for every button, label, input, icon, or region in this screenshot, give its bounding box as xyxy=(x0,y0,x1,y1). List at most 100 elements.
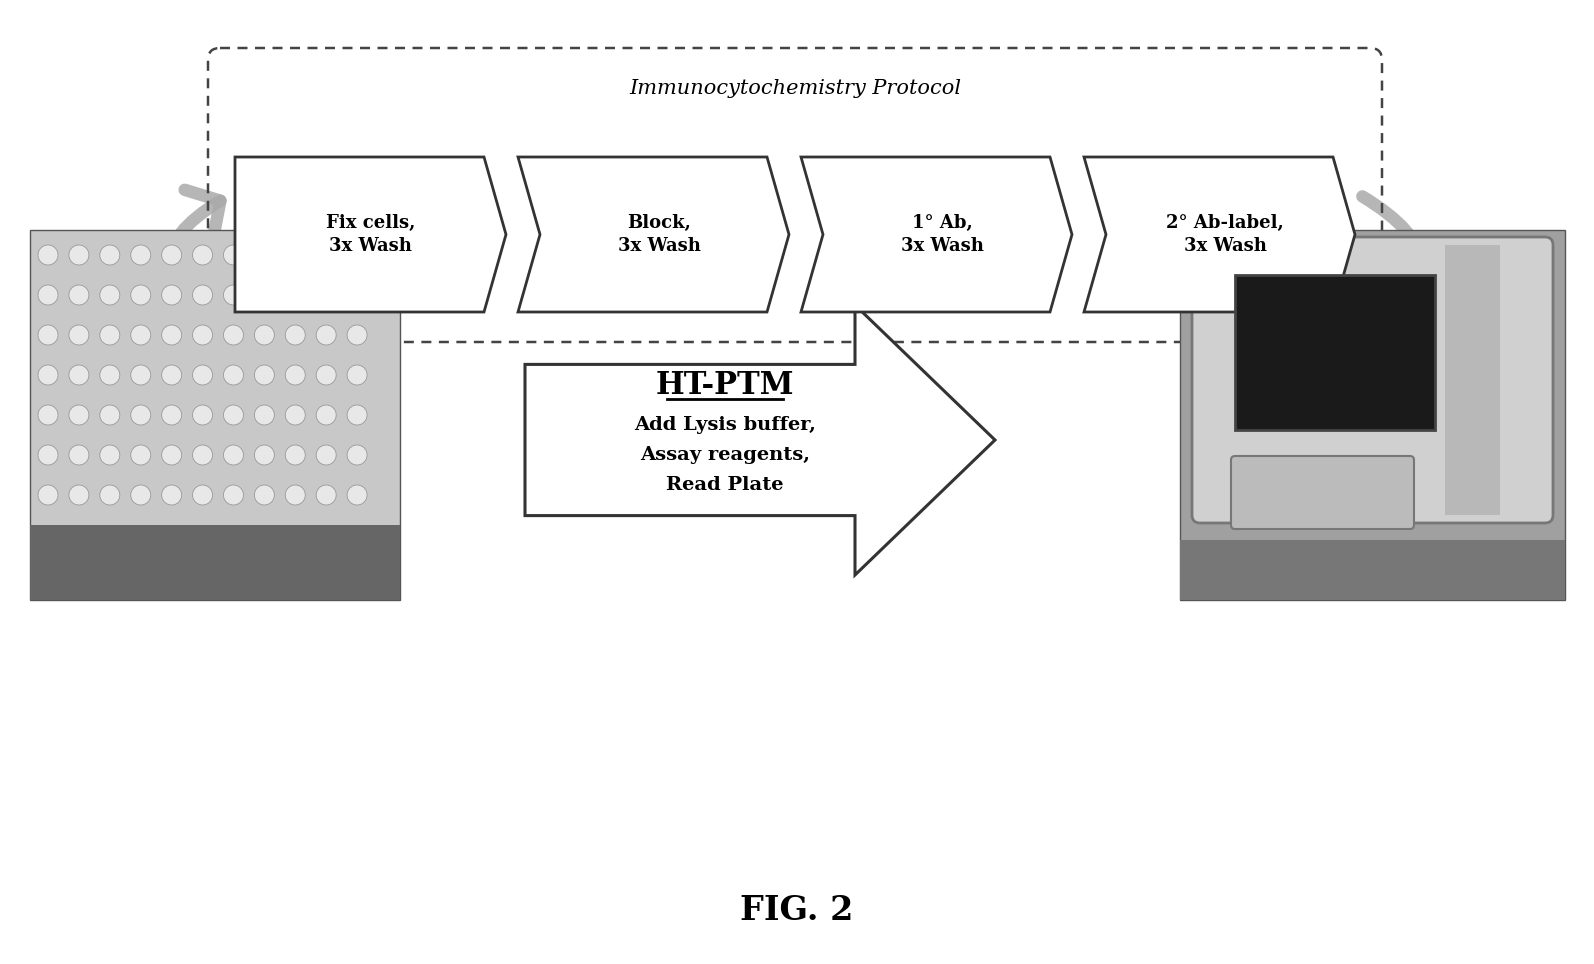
Circle shape xyxy=(255,285,274,305)
Text: Read Plate: Read Plate xyxy=(666,476,784,494)
Circle shape xyxy=(223,485,244,505)
Circle shape xyxy=(69,405,89,425)
Circle shape xyxy=(69,485,89,505)
Bar xyxy=(1235,275,1435,430)
Circle shape xyxy=(100,365,120,385)
Circle shape xyxy=(161,285,182,305)
Circle shape xyxy=(285,365,306,385)
FancyBboxPatch shape xyxy=(1192,237,1553,523)
Circle shape xyxy=(255,365,274,385)
Circle shape xyxy=(193,445,212,465)
Circle shape xyxy=(38,405,57,425)
Circle shape xyxy=(131,285,151,305)
Text: Immunocytochemistry Protocol: Immunocytochemistry Protocol xyxy=(630,78,961,97)
Circle shape xyxy=(161,325,182,345)
Polygon shape xyxy=(802,157,1073,312)
Circle shape xyxy=(38,285,57,305)
Circle shape xyxy=(285,245,306,265)
FancyArrowPatch shape xyxy=(169,190,228,334)
Circle shape xyxy=(316,325,336,345)
Circle shape xyxy=(347,485,367,505)
Text: HT-PTM: HT-PTM xyxy=(655,369,794,400)
Circle shape xyxy=(285,445,306,465)
Circle shape xyxy=(131,405,151,425)
Circle shape xyxy=(69,285,89,305)
Text: FIG. 2: FIG. 2 xyxy=(740,894,854,926)
Circle shape xyxy=(69,365,89,385)
Circle shape xyxy=(131,365,151,385)
Circle shape xyxy=(347,245,367,265)
Circle shape xyxy=(223,405,244,425)
Circle shape xyxy=(255,405,274,425)
Circle shape xyxy=(223,365,244,385)
Text: Add Lysis buffer,: Add Lysis buffer, xyxy=(634,416,816,434)
Circle shape xyxy=(161,445,182,465)
Bar xyxy=(1180,540,1565,600)
Circle shape xyxy=(38,485,57,505)
Circle shape xyxy=(316,365,336,385)
Circle shape xyxy=(255,325,274,345)
Circle shape xyxy=(100,245,120,265)
Circle shape xyxy=(316,285,336,305)
Bar xyxy=(1180,230,1565,600)
Text: 1° Ab,
3x Wash: 1° Ab, 3x Wash xyxy=(901,214,983,255)
Text: Block,
3x Wash: Block, 3x Wash xyxy=(617,214,700,255)
Circle shape xyxy=(285,485,306,505)
Circle shape xyxy=(223,285,244,305)
Circle shape xyxy=(285,285,306,305)
Circle shape xyxy=(131,485,151,505)
Circle shape xyxy=(131,245,151,265)
Circle shape xyxy=(347,365,367,385)
Circle shape xyxy=(193,485,212,505)
Circle shape xyxy=(347,285,367,305)
Circle shape xyxy=(100,485,120,505)
Circle shape xyxy=(38,445,57,465)
Circle shape xyxy=(131,325,151,345)
Circle shape xyxy=(255,245,274,265)
Circle shape xyxy=(100,285,120,305)
Circle shape xyxy=(223,245,244,265)
Circle shape xyxy=(69,245,89,265)
Text: Assay reagents,: Assay reagents, xyxy=(641,446,810,464)
Circle shape xyxy=(38,365,57,385)
Bar xyxy=(30,525,400,600)
Circle shape xyxy=(285,405,306,425)
Bar xyxy=(30,230,400,600)
Polygon shape xyxy=(1084,157,1355,312)
Circle shape xyxy=(100,405,120,425)
Circle shape xyxy=(38,245,57,265)
FancyBboxPatch shape xyxy=(1231,456,1414,529)
Circle shape xyxy=(131,445,151,465)
Circle shape xyxy=(347,405,367,425)
Circle shape xyxy=(161,365,182,385)
Circle shape xyxy=(193,325,212,345)
Circle shape xyxy=(161,485,182,505)
Circle shape xyxy=(38,325,57,345)
Polygon shape xyxy=(518,157,789,312)
Circle shape xyxy=(316,245,336,265)
Circle shape xyxy=(255,445,274,465)
Text: Fix cells,
3x Wash: Fix cells, 3x Wash xyxy=(325,214,414,255)
Circle shape xyxy=(193,245,212,265)
Circle shape xyxy=(316,485,336,505)
Circle shape xyxy=(100,445,120,465)
Circle shape xyxy=(161,405,182,425)
Circle shape xyxy=(316,445,336,465)
Circle shape xyxy=(69,325,89,345)
Circle shape xyxy=(255,485,274,505)
Circle shape xyxy=(285,325,306,345)
Circle shape xyxy=(161,245,182,265)
Circle shape xyxy=(69,445,89,465)
Circle shape xyxy=(223,325,244,345)
Polygon shape xyxy=(524,305,995,575)
Text: 2° Ab-label,
3x Wash: 2° Ab-label, 3x Wash xyxy=(1167,214,1283,255)
Circle shape xyxy=(316,405,336,425)
Bar xyxy=(1446,245,1500,515)
Circle shape xyxy=(193,405,212,425)
Circle shape xyxy=(193,285,212,305)
Polygon shape xyxy=(234,157,505,312)
Circle shape xyxy=(347,445,367,465)
Circle shape xyxy=(347,325,367,345)
Circle shape xyxy=(223,445,244,465)
FancyArrowPatch shape xyxy=(1363,197,1422,340)
